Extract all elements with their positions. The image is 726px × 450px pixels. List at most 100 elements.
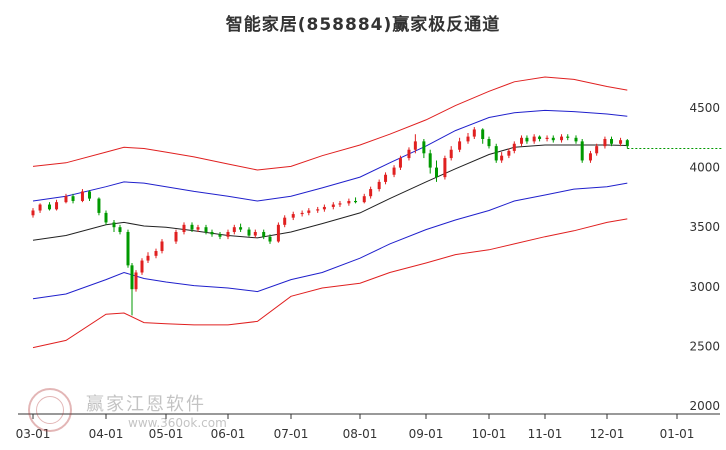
candle-body (316, 209, 320, 211)
candle-body (354, 200, 358, 203)
candle-body (204, 227, 208, 232)
candle-body (487, 138, 491, 147)
candle-body (595, 146, 599, 154)
candle-body (481, 129, 485, 139)
candle-body (126, 231, 130, 266)
candle-body (182, 224, 186, 232)
candle-body (443, 158, 447, 178)
candle-body (398, 158, 402, 168)
candle-body (196, 227, 200, 230)
chart-title: 智能家居(858884)赢家极反通道 (225, 15, 501, 35)
x-tick-label: 12-01 (590, 427, 625, 441)
y-tick-label: 3500 (689, 220, 720, 234)
candle-body (307, 210, 311, 213)
y-tick-label: 4500 (689, 101, 720, 115)
candle-body (625, 140, 629, 147)
x-tick-label: 09-01 (409, 427, 444, 441)
candle-body (134, 272, 138, 290)
candle-body (574, 137, 578, 142)
watermark-url: www.360ok.com (128, 416, 227, 430)
candle-body (458, 141, 462, 150)
channel-inner-upper-line (32, 109, 628, 202)
candle-body (47, 204, 51, 210)
candle-body (500, 155, 504, 161)
candle-body (494, 146, 498, 161)
candle-body (262, 231, 266, 237)
x-tick-label: 06-01 (211, 427, 246, 441)
candle-body (603, 138, 607, 147)
candle-body (538, 136, 542, 139)
candle-body (239, 227, 243, 230)
candle-body (218, 234, 222, 237)
candle-body (588, 153, 592, 161)
candle-body (232, 227, 236, 232)
candle-body (174, 231, 178, 242)
candle-body (338, 203, 342, 205)
channel-inner-lower-line (32, 182, 628, 300)
candle-body (413, 141, 417, 150)
candle-body (38, 204, 42, 211)
watermark-name: 赢家江恩软件 (86, 394, 206, 415)
candle-body (428, 153, 432, 168)
candle-body (210, 231, 214, 235)
channel-outer-upper-line (32, 76, 628, 171)
candle-body (545, 137, 549, 139)
candle-body (80, 191, 84, 201)
x-tick-label: 10-01 (472, 427, 507, 441)
candle-body (300, 212, 304, 215)
candle-body (71, 196, 75, 201)
watermark-logo-icon (28, 388, 72, 432)
x-tick-label: 08-01 (343, 427, 378, 441)
y-tick-label: 2000 (689, 399, 720, 413)
candle-body (140, 260, 144, 273)
x-tick-label: 04-01 (89, 427, 124, 441)
candle-body (253, 231, 257, 236)
candle-body (466, 136, 470, 142)
x-tick-label: 11-01 (528, 427, 563, 441)
candle-body (190, 224, 194, 230)
candle-body (551, 137, 555, 141)
watermark: 赢家江恩软件 www.360ok.com (28, 386, 228, 436)
candle-body (369, 189, 373, 197)
candle-body (512, 143, 516, 151)
candle-body (247, 229, 251, 236)
candle-body (435, 167, 438, 178)
candle-body (283, 217, 287, 225)
candle-body (291, 214, 295, 218)
candle-body (619, 140, 623, 144)
candle-body (407, 149, 411, 159)
candle-body (88, 191, 92, 199)
x-tick-label: 07-01 (274, 427, 309, 441)
candle-body (130, 265, 134, 290)
candle-body (118, 227, 122, 232)
candle-body (347, 200, 351, 204)
candle-body (560, 136, 564, 141)
candle-body (566, 136, 570, 138)
candle-body (384, 174, 388, 182)
candle-body (520, 137, 524, 144)
candle-body (146, 255, 150, 261)
candle-body (322, 206, 326, 210)
candle-body (377, 181, 381, 190)
candle-body (507, 150, 511, 156)
x-tick-label: 05-01 (149, 427, 184, 441)
candle-body (55, 202, 59, 210)
candle-body (362, 196, 366, 203)
candle-body (525, 137, 529, 142)
candle-body (580, 141, 584, 161)
candle-body (226, 231, 230, 237)
candle-body (104, 212, 108, 223)
candle-body (276, 224, 280, 242)
candle-body (392, 167, 396, 175)
candle-body (472, 129, 476, 137)
candle-body (532, 136, 536, 142)
x-tick-label: 01-01 (660, 427, 695, 441)
candle-body (160, 241, 164, 252)
channel-middle-band-line (32, 144, 628, 241)
candle-body (154, 251, 158, 256)
y-tick-label: 4000 (689, 161, 720, 175)
candle-body (31, 210, 35, 216)
candle-body (64, 196, 68, 203)
